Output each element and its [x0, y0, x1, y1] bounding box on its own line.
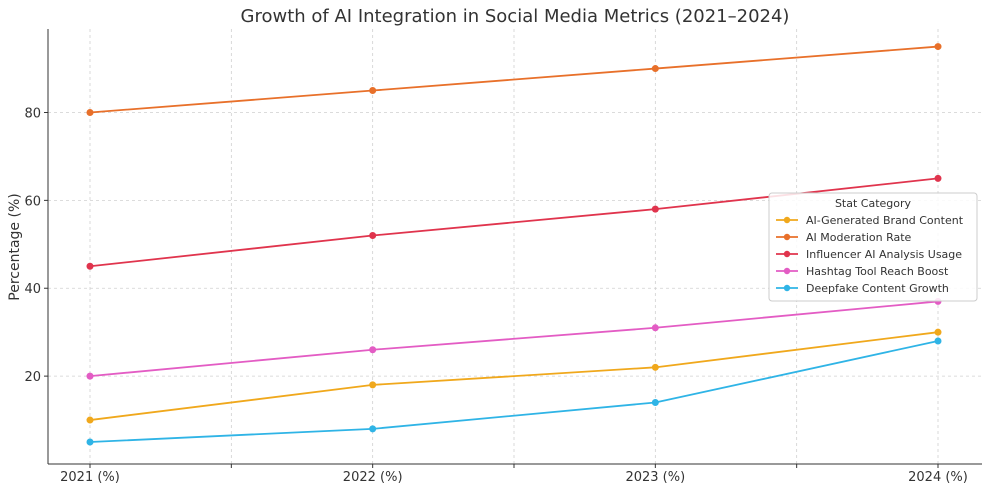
series-ai-moderation-rate	[86, 43, 942, 116]
series-line	[89, 300, 939, 378]
data-point	[651, 205, 659, 213]
legend-item: Deepfake Content Growth	[776, 282, 949, 295]
series-line	[89, 340, 939, 443]
y-tick-label: 60	[24, 194, 41, 209]
legend-marker	[783, 233, 791, 241]
data-point	[86, 108, 94, 116]
legend-box	[768, 192, 978, 302]
x-tick-label: 2021 (%)	[60, 470, 120, 485]
legend: Stat Category AI-Generated Brand Content…	[768, 192, 978, 302]
x-tick-label: 2024 (%)	[908, 470, 968, 485]
legend-title: Stat Category	[835, 197, 912, 210]
data-point	[934, 328, 942, 336]
legend-items: AI-Generated Brand Content AI Moderation …	[776, 214, 964, 295]
legend-marker	[783, 284, 791, 292]
data-point	[651, 324, 659, 332]
legend-marker	[783, 216, 791, 224]
legend-marker	[783, 250, 791, 258]
data-point	[369, 346, 377, 354]
y-tick-label: 40	[24, 282, 41, 297]
legend-label: Deepfake Content Growth	[806, 282, 949, 295]
x-tick-label: 2022 (%)	[343, 470, 403, 485]
data-point	[86, 372, 94, 380]
legend-label: Influencer AI Analysis Usage	[806, 248, 962, 261]
data-point	[86, 416, 94, 424]
data-point	[369, 425, 377, 433]
data-point	[86, 262, 94, 270]
x-tick-label: 2023 (%)	[625, 470, 685, 485]
data-point	[369, 232, 377, 240]
data-point	[934, 43, 942, 51]
series-line	[89, 45, 939, 114]
chart-title: Growth of AI Integration in Social Media…	[241, 6, 790, 27]
y-axis-label: Percentage (%)	[7, 193, 23, 300]
series-deepfake-content-growth	[86, 337, 942, 446]
legend-label: AI Moderation Rate	[806, 231, 912, 244]
data-point	[651, 65, 659, 73]
legend-label: AI-Generated Brand Content	[806, 214, 964, 227]
legend-marker	[783, 267, 791, 275]
data-point	[934, 337, 942, 345]
data-point	[651, 398, 659, 406]
tick-labels: 2021 (%) 2022 (%) 2023 (%) 2024 (%) 20 40 60 80	[24, 106, 967, 485]
legend-item: AI Moderation Rate	[776, 231, 912, 244]
legend-item: Hashtag Tool Reach Boost	[776, 265, 949, 278]
data-point	[651, 363, 659, 371]
legend-item: Influencer AI Analysis Usage	[776, 248, 962, 261]
y-tick-label: 80	[24, 106, 41, 121]
legend-label: Hashtag Tool Reach Boost	[806, 265, 949, 278]
data-point	[369, 381, 377, 389]
series-line	[89, 331, 939, 421]
legend-item: AI-Generated Brand Content	[776, 214, 964, 227]
series-ai-generated-brand-content	[86, 328, 942, 424]
axes	[47, 29, 982, 465]
data-point	[934, 174, 942, 182]
y-tick-label: 20	[24, 370, 41, 385]
data-point	[86, 438, 94, 446]
data-point	[369, 87, 377, 95]
